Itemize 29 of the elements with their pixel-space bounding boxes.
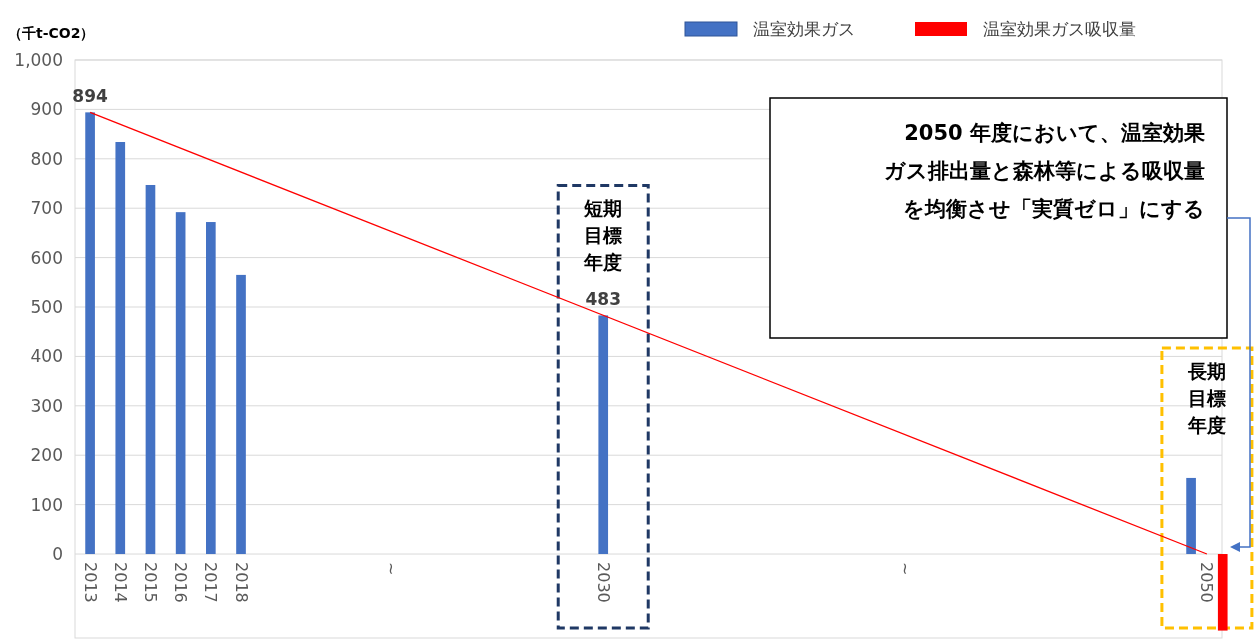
y-tick-label: 200 bbox=[30, 445, 63, 466]
x-tick-label: ~ bbox=[382, 562, 402, 576]
x-tick-label: 2015 bbox=[140, 562, 160, 603]
x-tick-label: 2013 bbox=[80, 562, 100, 603]
annotation: 2050 年度において、温室効果ガス排出量と森林等による吸収量を均衡させ「実質ゼロ」にする bbox=[884, 121, 1205, 221]
x-tick-label: 2030 bbox=[593, 562, 613, 603]
annotation: 短期目標年度 bbox=[583, 197, 623, 274]
y-tick-label: 800 bbox=[30, 148, 63, 169]
y-tick-label: 100 bbox=[30, 494, 63, 515]
y-tick-label: 400 bbox=[30, 346, 63, 367]
y-tick-label: 1,000 bbox=[14, 50, 63, 70]
y-tick-label: 600 bbox=[30, 247, 63, 268]
x-tick-label: 2050 bbox=[1197, 562, 1217, 603]
y-tick-label: 300 bbox=[30, 395, 63, 416]
y-tick-label: 700 bbox=[30, 198, 63, 219]
x-tick-label: ~ bbox=[895, 562, 915, 576]
y-axis-title: （千t-CO2） bbox=[8, 25, 95, 41]
legend-label: 温室効果ガス bbox=[753, 19, 855, 39]
x-tick-label: 2014 bbox=[110, 562, 130, 603]
y-tick-label: 0 bbox=[52, 544, 63, 565]
y-tick-label: 900 bbox=[30, 99, 63, 120]
x-tick-label: 2016 bbox=[171, 562, 191, 603]
data-label: 894 bbox=[72, 86, 108, 107]
data-label: 483 bbox=[585, 289, 621, 310]
annotation: 長期目標年度 bbox=[1186, 359, 1226, 436]
x-tick-label: 2017 bbox=[201, 562, 221, 603]
legend-label: 温室効果ガス吸収量 bbox=[983, 19, 1136, 39]
y-tick-label: 500 bbox=[30, 297, 63, 318]
x-tick-label: 2018 bbox=[231, 562, 251, 603]
